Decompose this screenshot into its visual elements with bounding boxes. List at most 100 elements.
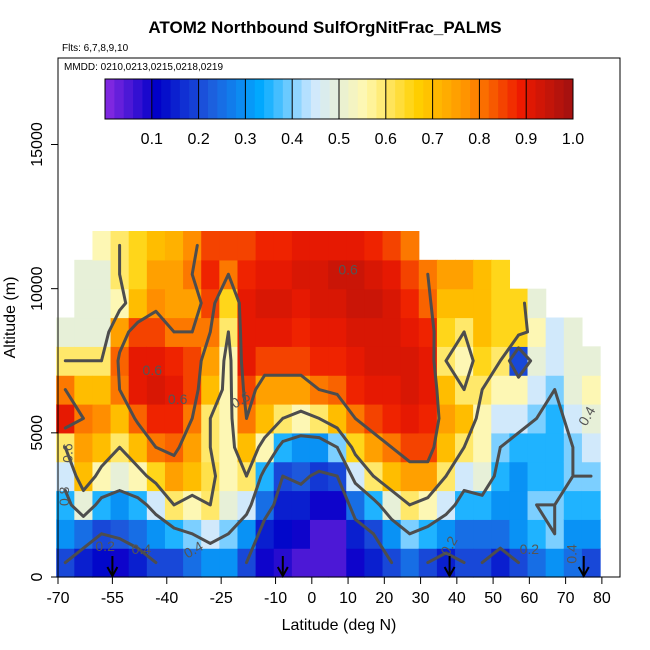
heatmap-cell bbox=[473, 288, 492, 319]
heatmap-cell bbox=[346, 519, 365, 549]
heatmap-cell bbox=[545, 317, 565, 347]
heatmap-cell bbox=[291, 288, 311, 319]
heatmap-cell bbox=[146, 375, 166, 405]
heatmap-cell bbox=[328, 259, 347, 290]
x-tick-label: 20 bbox=[375, 590, 393, 607]
heatmap-cell bbox=[291, 346, 311, 376]
heatmap-cell bbox=[309, 461, 329, 492]
heatmap-cell bbox=[273, 375, 293, 405]
colorbar-segment bbox=[479, 79, 490, 119]
heatmap-cell bbox=[146, 404, 166, 434]
heatmap-cell bbox=[128, 375, 148, 405]
colorbar-segment bbox=[376, 79, 387, 119]
heatmap-cell bbox=[328, 317, 347, 347]
heatmap-cell bbox=[237, 231, 257, 261]
heatmap-cell bbox=[309, 519, 329, 549]
heatmap-cell bbox=[382, 317, 402, 347]
heatmap-cell bbox=[309, 288, 329, 319]
mmdd-note: MMDD: 0210,0213,0215,0218,0219 bbox=[64, 62, 224, 73]
colorbar-tick-label: 0.7 bbox=[421, 131, 443, 148]
colorbar-segment bbox=[488, 79, 499, 119]
heatmap-cell bbox=[563, 404, 583, 434]
heatmap-cell bbox=[455, 490, 474, 520]
heatmap-cell bbox=[491, 490, 511, 520]
y-axis: 0 5000 10000 15000 bbox=[29, 122, 58, 581]
heatmap-cell bbox=[255, 346, 275, 376]
heatmap-cell bbox=[219, 231, 239, 261]
x-axis: -70 -55 -40 -25 -10 0 10 20 30 40 50 60 70 80 bbox=[46, 577, 611, 607]
colorbar-tick-label: 0.9 bbox=[515, 131, 537, 148]
heatmap-cell bbox=[382, 519, 402, 549]
contour-label: 0.6 bbox=[60, 443, 76, 463]
flight-arrows bbox=[106, 556, 590, 579]
heatmap-cell bbox=[309, 259, 329, 290]
heatmap-cell bbox=[509, 519, 529, 549]
heatmap-cell bbox=[110, 404, 130, 434]
heatmap-cell bbox=[273, 519, 293, 549]
heatmap-cell bbox=[581, 346, 601, 376]
heatmap-cell bbox=[436, 490, 456, 520]
heatmap-cell bbox=[364, 432, 384, 463]
heatmap-cell bbox=[346, 346, 365, 376]
colorbar-segment bbox=[217, 79, 228, 119]
x-tick-label: 80 bbox=[593, 590, 611, 607]
heatmap-cell bbox=[237, 490, 257, 520]
heatmap-cell bbox=[527, 548, 547, 578]
heatmap-cell bbox=[473, 490, 492, 520]
heatmap-cell bbox=[382, 346, 402, 376]
colorbar-segment bbox=[236, 79, 246, 119]
colorbar-segment bbox=[226, 79, 237, 119]
heatmap-cell bbox=[436, 404, 456, 434]
heatmap-cell bbox=[328, 519, 347, 549]
heatmap-cell bbox=[183, 432, 202, 463]
colorbar-tick-label: 0.2 bbox=[187, 131, 209, 148]
heatmap-cell bbox=[164, 404, 184, 434]
heatmap-cell bbox=[563, 317, 583, 347]
x-tick-label: -10 bbox=[264, 590, 287, 607]
x-tick-label: -70 bbox=[46, 590, 69, 607]
heatmap-cell bbox=[291, 375, 311, 405]
heatmap-cell bbox=[56, 461, 75, 492]
heatmap-cell bbox=[346, 259, 365, 290]
colorbar-segment bbox=[142, 79, 153, 119]
heatmap-cell bbox=[545, 461, 565, 492]
heatmap-cell bbox=[201, 231, 220, 261]
heatmap-cell bbox=[128, 231, 148, 261]
heatmap-cell bbox=[164, 548, 184, 578]
heatmap-cell bbox=[527, 461, 547, 492]
colorbar-segment bbox=[460, 79, 471, 119]
heatmap-cell bbox=[255, 259, 275, 290]
colorbar-segment bbox=[544, 79, 555, 119]
colorbar-segment bbox=[114, 79, 125, 119]
heatmap-cell bbox=[110, 461, 130, 492]
flights-note: Flts: 6,7,8,9,10 bbox=[62, 43, 129, 54]
down-arrow-icon bbox=[577, 556, 590, 579]
colorbar-segment bbox=[179, 79, 190, 119]
heatmap-cell bbox=[364, 490, 384, 520]
heatmap-cell bbox=[328, 346, 347, 376]
heatmap-cell bbox=[545, 404, 565, 434]
contour-label: 0.6 bbox=[143, 362, 163, 378]
heatmap-cell bbox=[346, 548, 365, 578]
heatmap-cell bbox=[436, 317, 456, 347]
heatmap-cell bbox=[491, 259, 511, 290]
y-tick-label: 0 bbox=[29, 572, 46, 581]
heatmap-cell bbox=[545, 548, 565, 578]
heatmap-cell bbox=[581, 375, 601, 405]
heatmap-cell bbox=[255, 548, 275, 578]
heatmap-cell bbox=[400, 231, 420, 261]
colorbar-segment bbox=[563, 79, 574, 119]
heatmap-cell bbox=[183, 548, 202, 578]
heatmap-cell bbox=[509, 490, 529, 520]
colorbar-frame bbox=[104, 78, 574, 120]
heatmap-cell bbox=[164, 259, 184, 290]
colorbar-segment bbox=[413, 79, 424, 119]
heatmap-cell bbox=[273, 490, 293, 520]
heatmap-cell bbox=[418, 432, 438, 463]
y-tick-label: 15000 bbox=[29, 122, 46, 167]
heatmap-cell bbox=[201, 346, 220, 376]
colorbar-segment bbox=[498, 79, 508, 119]
heatmap-cell bbox=[128, 432, 148, 463]
colorbar-segment bbox=[441, 79, 452, 119]
heatmap-cell bbox=[364, 375, 384, 405]
